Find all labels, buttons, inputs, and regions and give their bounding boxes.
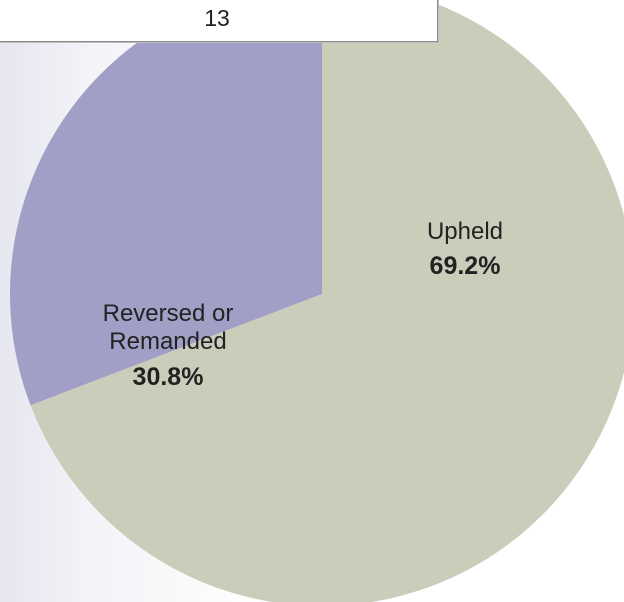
slice-value-upheld: 69.2% (429, 252, 501, 281)
slice-label-upheld: Upheld 69.2% (395, 218, 535, 282)
slice-name-upheld: Upheld (426, 218, 504, 245)
slice-name-reversed: Reversed or Remanded (102, 300, 234, 356)
count-box: 13 (0, 0, 438, 42)
slice-value-reversed: 30.8% (132, 362, 204, 391)
slice-label-reversed: Reversed or Remanded 30.8% (78, 300, 258, 392)
pie-slice-1 (10, 0, 322, 406)
pie-slice-0 (30, 0, 624, 602)
count-value: 13 (204, 5, 230, 31)
